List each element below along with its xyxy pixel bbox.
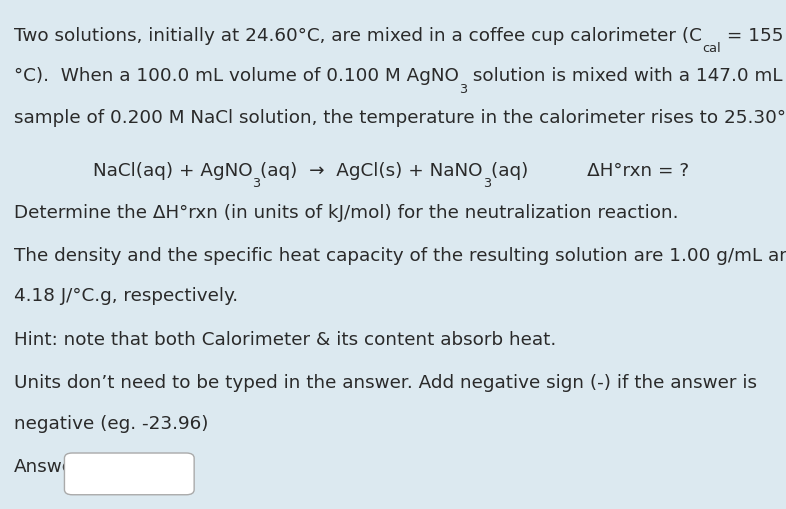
Text: Answer:: Answer: — [14, 458, 87, 476]
Text: The density and the specific heat capacity of the resulting solution are 1.00 g/: The density and the specific heat capaci… — [14, 246, 786, 265]
Text: 4.18 J/°C.g, respectively.: 4.18 J/°C.g, respectively. — [14, 287, 238, 305]
Text: sample of 0.200 M NaCl solution, the temperature in the calorimeter rises to 25.: sample of 0.200 M NaCl solution, the tem… — [14, 109, 786, 127]
Text: cal: cal — [702, 42, 721, 55]
Text: 3: 3 — [483, 177, 491, 190]
Text: Units don’t need to be typed in the answer. Add negative sign (-) if the answer : Units don’t need to be typed in the answ… — [14, 374, 757, 392]
Text: solution is mixed with a 147.0 mL: solution is mixed with a 147.0 mL — [467, 67, 783, 86]
Text: Determine the ΔH°rxn (in units of kJ/mol) for the neutralization reaction.: Determine the ΔH°rxn (in units of kJ/mol… — [14, 204, 678, 222]
Text: negative (eg. -23.96): negative (eg. -23.96) — [14, 414, 208, 433]
Text: NaCl(aq) + AgNO: NaCl(aq) + AgNO — [93, 161, 252, 180]
Text: 3: 3 — [459, 82, 467, 96]
FancyBboxPatch shape — [64, 453, 194, 495]
Text: Hint: note that both Calorimeter & its content absorb heat.: Hint: note that both Calorimeter & its c… — [14, 331, 556, 349]
Text: 3: 3 — [252, 177, 260, 190]
Text: (aq)  →  AgCl(s) + NaNO: (aq) → AgCl(s) + NaNO — [260, 161, 483, 180]
Text: °C).  When a 100.0 mL volume of 0.100 M AgNO: °C). When a 100.0 mL volume of 0.100 M A… — [14, 67, 459, 86]
Text: (aq)          ΔH°rxn = ?: (aq) ΔH°rxn = ? — [491, 161, 689, 180]
Text: = 155 J/: = 155 J/ — [721, 26, 786, 45]
Text: Two solutions, initially at 24.60°C, are mixed in a coffee cup calorimeter (C: Two solutions, initially at 24.60°C, are… — [14, 26, 702, 45]
